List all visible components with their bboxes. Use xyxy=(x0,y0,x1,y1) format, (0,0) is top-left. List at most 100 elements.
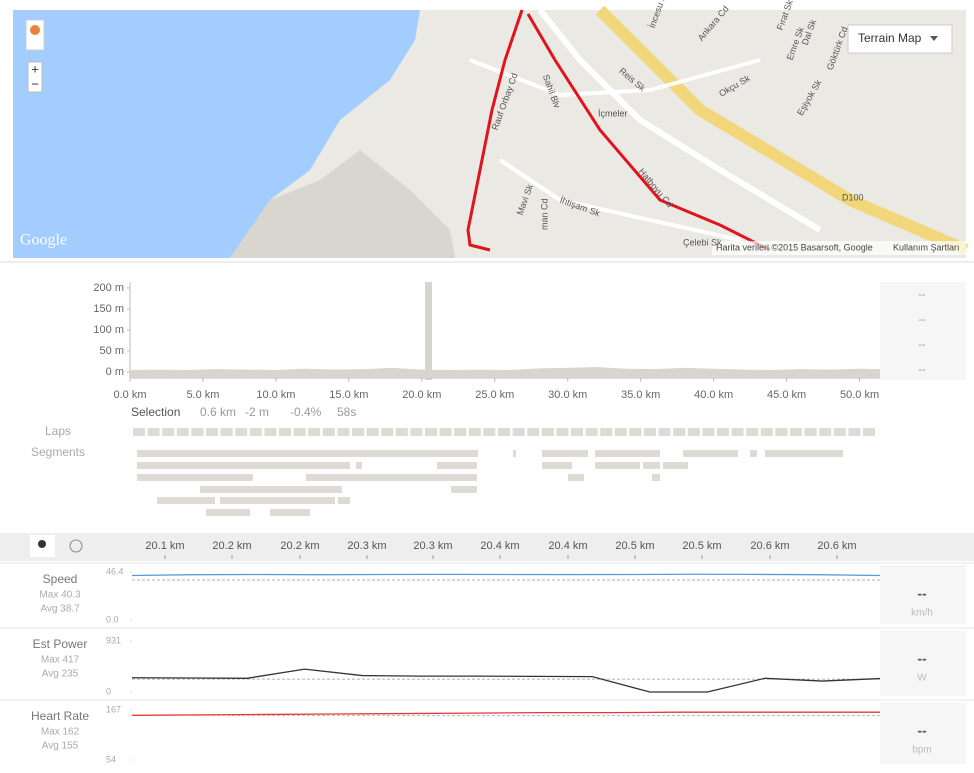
lap[interactable] xyxy=(352,428,364,436)
lap[interactable] xyxy=(498,428,510,436)
terrain-button-label[interactable]: Terrain Map xyxy=(858,31,922,45)
lap[interactable] xyxy=(206,428,218,436)
y-tick-label: 54 xyxy=(106,754,116,764)
lap[interactable] xyxy=(468,428,481,436)
lap[interactable] xyxy=(249,428,262,436)
stream-toolbar xyxy=(0,533,974,561)
lap[interactable] xyxy=(220,428,233,436)
lap[interactable] xyxy=(746,428,759,436)
x-tick-label: 45.0 km xyxy=(767,389,806,401)
segment[interactable] xyxy=(437,462,477,469)
segment[interactable] xyxy=(568,474,584,481)
x-tick-label: 25.0 km xyxy=(475,389,514,401)
lap[interactable] xyxy=(381,428,394,436)
lap[interactable] xyxy=(673,428,686,436)
lap[interactable] xyxy=(337,428,350,436)
lap[interactable] xyxy=(425,428,437,436)
lap[interactable] xyxy=(585,428,598,436)
stream-max: Max 40.3 xyxy=(39,590,81,601)
lap[interactable] xyxy=(235,428,248,436)
segment[interactable] xyxy=(750,450,757,457)
lap[interactable] xyxy=(541,428,554,436)
road xyxy=(498,158,741,242)
segment[interactable] xyxy=(306,474,477,481)
stream-name: Speed xyxy=(43,572,78,586)
terms-link[interactable]: Kullanım Şartları xyxy=(893,242,960,252)
segment[interactable] xyxy=(157,497,215,504)
lap[interactable] xyxy=(322,428,335,436)
stream-avg: Avg 235 xyxy=(42,669,79,680)
side-cell xyxy=(880,702,966,764)
segment[interactable] xyxy=(683,450,738,457)
lap[interactable] xyxy=(658,428,671,436)
lap[interactable] xyxy=(702,428,715,436)
side-cell xyxy=(880,630,966,696)
lap[interactable] xyxy=(614,428,627,436)
lap[interactable] xyxy=(687,428,700,436)
lap[interactable] xyxy=(264,428,277,436)
y-tick-label: 167 xyxy=(106,704,121,714)
lap[interactable] xyxy=(512,428,525,436)
lap[interactable] xyxy=(366,428,379,436)
lap[interactable] xyxy=(293,428,306,436)
stream-axis-label: 20.3 km xyxy=(413,540,452,552)
lap[interactable] xyxy=(775,428,788,436)
lap[interactable] xyxy=(483,428,496,436)
row-label: Segments xyxy=(31,445,85,459)
map-pier xyxy=(230,150,455,258)
segment[interactable] xyxy=(137,450,478,457)
lap[interactable] xyxy=(731,428,744,436)
zoom-in[interactable]: + xyxy=(31,61,39,76)
lap[interactable] xyxy=(804,428,817,436)
segment[interactable] xyxy=(663,462,688,469)
stream-max: Max 417 xyxy=(41,655,80,666)
lap[interactable] xyxy=(454,428,467,436)
lap[interactable] xyxy=(760,428,773,436)
segment[interactable] xyxy=(652,474,660,481)
segment[interactable] xyxy=(137,462,350,469)
segment[interactable] xyxy=(220,497,335,504)
lap[interactable] xyxy=(439,428,452,436)
lap[interactable] xyxy=(819,428,832,436)
segment[interactable] xyxy=(595,462,640,469)
lap[interactable] xyxy=(395,428,408,436)
segment[interactable] xyxy=(270,509,310,516)
lap[interactable] xyxy=(191,428,204,436)
segment[interactable] xyxy=(451,486,477,493)
lap[interactable] xyxy=(644,428,656,436)
lap[interactable] xyxy=(863,428,875,436)
lap[interactable] xyxy=(790,428,802,436)
segment[interactable] xyxy=(200,486,342,493)
lap[interactable] xyxy=(556,428,569,436)
lap[interactable] xyxy=(600,428,613,436)
lap[interactable] xyxy=(162,428,175,436)
lap[interactable] xyxy=(717,428,729,436)
stream-axis-label: 20.6 km xyxy=(750,540,789,552)
lap[interactable] xyxy=(279,428,291,436)
lap[interactable] xyxy=(308,428,321,436)
segment[interactable] xyxy=(542,450,588,457)
segment[interactable] xyxy=(643,462,660,469)
lap[interactable] xyxy=(629,428,642,436)
lap[interactable] xyxy=(176,428,189,436)
lap[interactable] xyxy=(527,428,540,436)
segment[interactable] xyxy=(137,474,253,481)
y-tick-label: 200 m xyxy=(93,282,124,294)
zoom-control[interactable] xyxy=(27,61,43,93)
zoom-out[interactable]: − xyxy=(31,76,39,91)
lap[interactable] xyxy=(571,428,583,436)
lap[interactable] xyxy=(133,428,145,436)
segment[interactable] xyxy=(206,509,250,516)
lap[interactable] xyxy=(410,428,423,436)
lap[interactable] xyxy=(147,428,160,436)
stream-axis-label: 20.2 km xyxy=(280,540,319,552)
lap[interactable] xyxy=(848,428,861,436)
segment[interactable] xyxy=(765,450,843,457)
segment[interactable] xyxy=(595,450,660,457)
segment[interactable] xyxy=(542,462,572,469)
segment[interactable] xyxy=(338,497,350,504)
lap[interactable] xyxy=(833,428,846,436)
segment[interactable] xyxy=(513,450,516,457)
segment[interactable] xyxy=(356,462,362,469)
clock-icon[interactable] xyxy=(69,539,83,553)
